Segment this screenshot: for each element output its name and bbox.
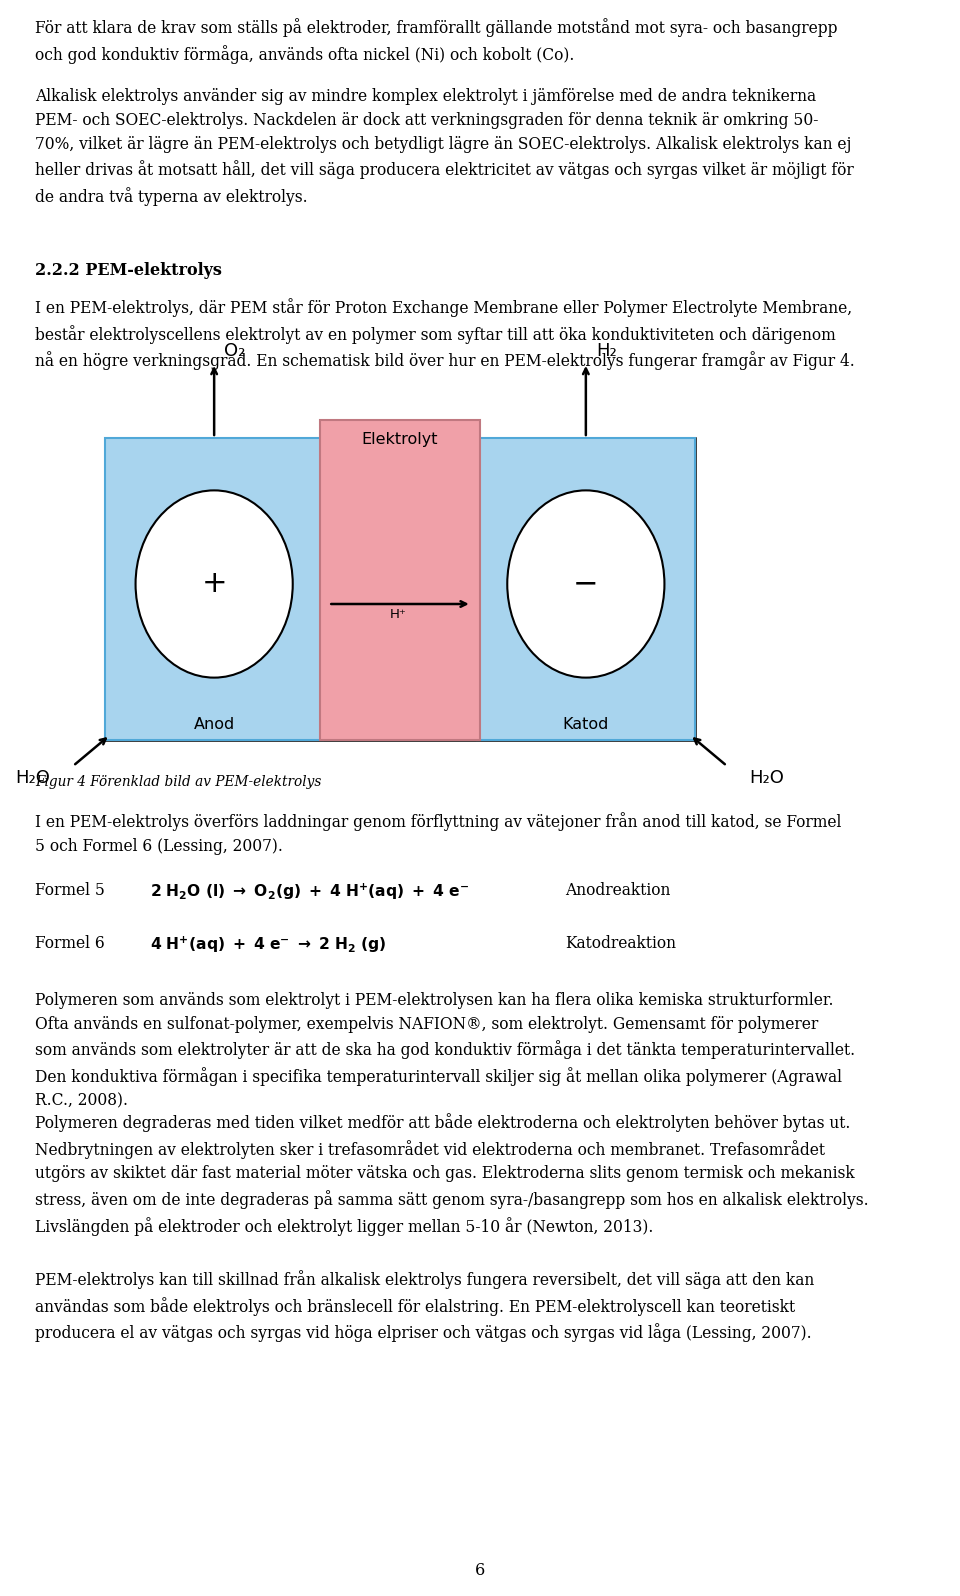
Text: $\mathbf{2}\ \mathit{\mathbf{H}}_\mathbf{2}\mathit{\mathbf{O}}\ \mathbf{(l)\ \ri: $\mathbf{2}\ \mathit{\mathbf{H}}_\mathbf… <box>150 883 469 902</box>
Bar <box>477 437 695 741</box>
Text: H₂: H₂ <box>596 342 616 361</box>
Bar <box>105 437 695 741</box>
Text: $\mathbf{4\ }\mathit{\mathbf{H}}^\mathbf{+}\mathbf{(}\mathit{\mathbf{aq}}\mathbf: $\mathbf{4\ }\mathit{\mathbf{H}}^\mathbf… <box>150 935 386 956</box>
Text: H⁺: H⁺ <box>390 608 406 621</box>
Text: I en PEM-elektrolys överförs laddningar genom förflyttning av vätejoner från ano: I en PEM-elektrolys överförs laddningar … <box>35 812 841 855</box>
Text: Alkalisk elektrolys använder sig av mindre komplex elektrolyt i jämförelse med d: Alkalisk elektrolys använder sig av mind… <box>35 88 853 206</box>
Text: PEM-elektrolys kan till skillnad från alkalisk elektrolys fungera reversibelt, d: PEM-elektrolys kan till skillnad från al… <box>35 1270 814 1342</box>
Text: Elektrolyt: Elektrolyt <box>362 433 439 447</box>
Text: O₂: O₂ <box>224 342 246 361</box>
Text: Katod: Katod <box>563 717 609 733</box>
Text: Anod: Anod <box>194 717 235 733</box>
Text: För att klara de krav som ställs på elektroder, framförallt gällande motstånd mo: För att klara de krav som ställs på elek… <box>35 18 837 64</box>
Text: I en PEM-elektrolys, där PEM står för Proton Exchange Membrane eller Polymer Ele: I en PEM-elektrolys, där PEM står för Pr… <box>35 298 854 370</box>
Text: H₂O: H₂O <box>15 769 51 787</box>
Text: 2.2.2 PEM-elektrolys: 2.2.2 PEM-elektrolys <box>35 262 222 279</box>
Text: Formel 5: Formel 5 <box>35 883 105 899</box>
Text: −: − <box>573 570 599 598</box>
Text: Anodreaktion: Anodreaktion <box>565 883 670 899</box>
Text: Figur 4 Förenklad bild av PEM-elektrolys: Figur 4 Förenklad bild av PEM-elektrolys <box>35 776 322 788</box>
Bar <box>321 420 480 741</box>
Ellipse shape <box>507 490 664 678</box>
Ellipse shape <box>135 490 293 678</box>
Text: H₂O: H₂O <box>750 769 784 787</box>
Text: Formel 6: Formel 6 <box>35 935 105 951</box>
Bar <box>105 437 324 741</box>
Text: 6: 6 <box>475 1562 485 1578</box>
Text: Polymeren som används som elektrolyt i PEM-elektrolysen kan ha flera olika kemis: Polymeren som används som elektrolyt i P… <box>35 993 855 1109</box>
Text: +: + <box>202 570 227 598</box>
Text: Polymeren degraderas med tiden vilket medför att både elektroderna och elektroly: Polymeren degraderas med tiden vilket me… <box>35 1112 869 1235</box>
Text: Katodreaktion: Katodreaktion <box>565 935 676 951</box>
